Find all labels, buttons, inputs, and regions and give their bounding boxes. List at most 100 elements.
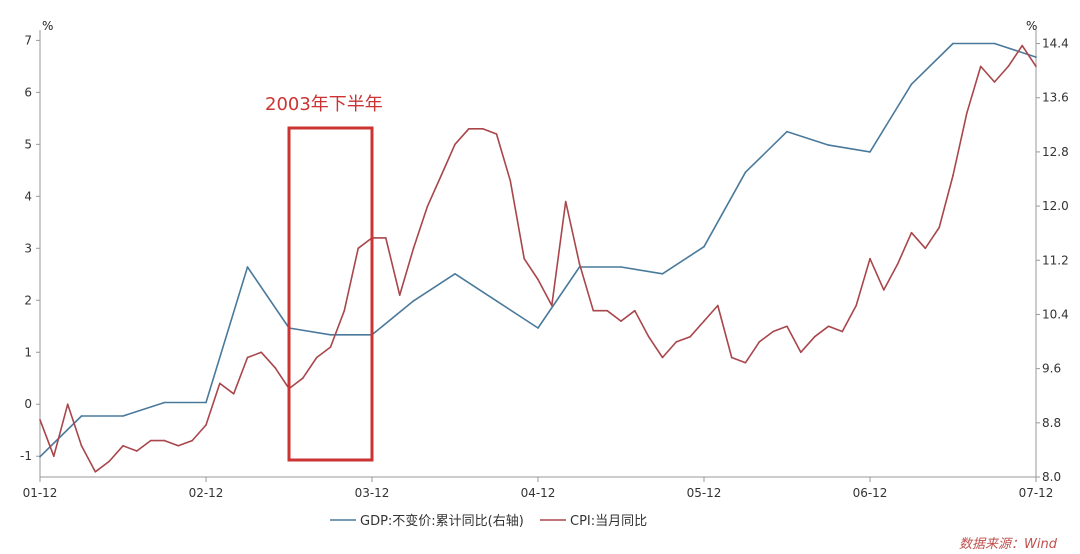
gdp-point [827, 144, 830, 146]
cpi-point [924, 247, 927, 250]
right-tick-label: 13.6 [1042, 91, 1069, 105]
left-tick-label: 1 [24, 345, 32, 359]
cpi-point [827, 325, 830, 328]
cpi-point [938, 226, 940, 229]
right-tick-label: 12.8 [1042, 145, 1069, 159]
cpi-point [122, 445, 124, 447]
left-tick-label: 5 [24, 137, 32, 151]
x-axis-ticks: 01-12 02-12 03-12 04-12 05-12 06-12 07-12 [23, 477, 1054, 500]
cpi-point [620, 320, 622, 322]
cpi-point [219, 382, 221, 385]
cpi-point [966, 112, 968, 114]
cpi-point [177, 445, 180, 447]
cpi-point [606, 309, 608, 312]
gdp-point [454, 273, 456, 275]
cpi-point [869, 257, 871, 260]
gdp-point [246, 266, 249, 268]
cpi-point [481, 128, 484, 130]
cpi-point [537, 278, 539, 281]
left-axis-ticks: -1 0 1 2 3 4 5 6 7 [20, 33, 40, 463]
right-tick-label: 10.4 [1042, 307, 1069, 321]
cpi-point [39, 419, 41, 421]
right-tick-label: 14.4 [1042, 37, 1069, 51]
cpi-point [412, 247, 415, 250]
cpi-point [426, 205, 429, 208]
gdp-series-line [39, 42, 1037, 458]
right-axis-unit: % [1026, 19, 1037, 33]
x-tick-label: 01-12 [23, 486, 58, 500]
left-tick-label: 6 [24, 85, 32, 99]
cpi-point [163, 439, 166, 442]
cpi-point [952, 174, 954, 177]
cpi-point [398, 294, 401, 296]
source-note: 数据来源：Wind [959, 537, 1058, 552]
cpi-point [689, 335, 691, 338]
cpi-point [717, 304, 719, 307]
cpi-point [1007, 65, 1010, 68]
cpi-point [232, 393, 235, 395]
cpi-point [315, 356, 318, 359]
cpi-point [329, 346, 332, 348]
right-axis-ticks: 8.0 8.8 9.6 10.4 11.2 12.0 12.8 13.6 14.4 [1036, 37, 1069, 484]
left-axis-unit: % [42, 19, 53, 33]
left-tick-label: 3 [24, 241, 32, 255]
cpi-point [993, 81, 996, 83]
gdp-point [952, 42, 954, 45]
gdp-point [910, 83, 913, 85]
x-tick-label: 06-12 [853, 486, 888, 500]
cpi-point [979, 65, 982, 68]
gdp-point [205, 401, 207, 404]
cpi-point [730, 356, 733, 359]
cpi-point [1021, 44, 1023, 47]
annotation-label: 2003年下半年 [265, 94, 383, 115]
cpi-point [260, 351, 263, 354]
gdp-point [537, 327, 539, 329]
cpi-point [703, 320, 705, 322]
annotation: 2003年下半年 [265, 94, 383, 462]
right-tick-label: 8.8 [1042, 416, 1061, 430]
gdp-point [329, 334, 332, 336]
cpi-point [910, 231, 913, 234]
cpi-point [149, 439, 152, 442]
x-tick-label: 07-12 [1019, 486, 1054, 500]
cpi-point [66, 403, 69, 406]
cpi-point [647, 335, 650, 338]
left-tick-label: 4 [24, 189, 32, 203]
legend-gdp-label: GDP:不变价:累计同比(右轴) [360, 513, 524, 529]
cpi-point [634, 309, 636, 312]
gdp-point [495, 300, 498, 302]
gdp-point [80, 415, 83, 417]
cpi-point [136, 450, 138, 452]
gdp-point [620, 266, 622, 268]
cpi-point [896, 263, 899, 265]
cpi-point [509, 179, 512, 182]
x-tick-label: 05-12 [687, 486, 722, 500]
x-tick-label: 04-12 [521, 486, 556, 500]
left-tick-label: -1 [20, 449, 32, 463]
cpi-point [94, 471, 97, 473]
cpi-point [551, 304, 553, 307]
x-tick-label: 02-12 [189, 486, 224, 500]
cpi-series-line [39, 44, 1037, 473]
cpi-point [675, 341, 678, 343]
cpi-point [800, 351, 802, 354]
gdp-point [869, 151, 871, 153]
left-tick-label: 0 [24, 397, 32, 411]
cpi-point [385, 237, 387, 239]
gdp-point [993, 42, 996, 45]
cpi-point [495, 133, 498, 135]
right-tick-label: 11.2 [1042, 253, 1069, 267]
gdp-point [163, 401, 166, 404]
cpi-point [786, 325, 788, 328]
cpi-point [205, 424, 207, 426]
cpi-point [523, 257, 525, 260]
cpi-point [53, 455, 55, 458]
x-axis: 01-12 02-12 03-12 04-12 05-12 06-12 07-12 [23, 476, 1054, 500]
annotation-box [287, 126, 374, 462]
cpi-point [883, 289, 885, 291]
cpi-point [191, 439, 193, 442]
cpi-point [813, 335, 816, 338]
cpi-point [1035, 65, 1037, 68]
gdp-point [39, 455, 41, 458]
